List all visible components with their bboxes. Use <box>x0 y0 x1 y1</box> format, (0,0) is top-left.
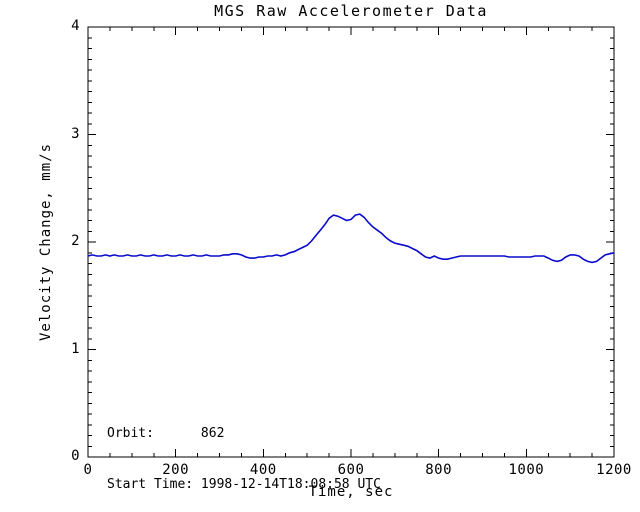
x-tick-label: 200 <box>162 462 190 478</box>
y-tick-label: 0 <box>71 448 80 464</box>
x-tick-label: 800 <box>425 462 453 478</box>
y-tick-label: 3 <box>71 125 80 142</box>
annotation-start-time: Start Time: 1998-12-14T18:08:58 UTC <box>107 477 381 492</box>
x-tick-label: 1000 <box>508 462 545 478</box>
annotation-block: Orbit: 862 Start Time: 1998-12-14T18:08:… <box>107 391 381 512</box>
velocity-change-curve <box>87 213 615 264</box>
x-tick-label: 1200 <box>596 462 632 478</box>
x-tick-label: 0 <box>83 462 93 478</box>
annotation-orbit: Orbit: 862 <box>107 426 225 441</box>
y-tick-label: 2 <box>71 233 80 249</box>
x-tick-label: 400 <box>249 462 277 478</box>
x-axis-label: Time, sec <box>308 484 394 500</box>
y-tick-label: 4 <box>71 18 80 34</box>
x-tick-label: 600 <box>337 462 365 478</box>
chart-title: MGS Raw Accelerometer Data <box>214 2 488 20</box>
y-tick-label: 1 <box>71 340 80 357</box>
